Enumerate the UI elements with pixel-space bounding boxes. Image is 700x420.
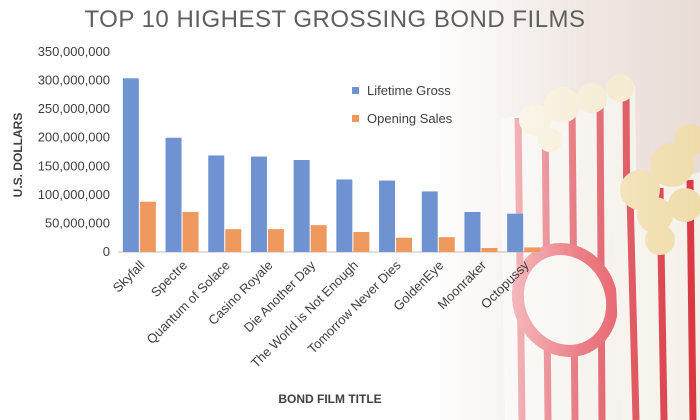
legend: Lifetime Gross Opening Sales bbox=[352, 76, 452, 132]
bar-lifetime-gross bbox=[293, 160, 310, 252]
y-tick-label: 0 bbox=[103, 244, 110, 259]
bar-lifetime-gross bbox=[464, 212, 481, 252]
bar-opening-sales bbox=[267, 229, 284, 252]
bar-lifetime-gross bbox=[208, 155, 225, 252]
legend-label-lifetime-gross: Lifetime Gross bbox=[367, 82, 451, 98]
bar-opening-sales bbox=[353, 232, 370, 252]
x-tick-label: Spectre bbox=[148, 258, 190, 300]
bar-opening-sales bbox=[481, 248, 498, 252]
bar-lifetime-gross bbox=[336, 179, 353, 252]
legend-swatch-lifetime-gross bbox=[352, 86, 359, 94]
legend-item-opening-sales: Opening Sales bbox=[352, 104, 452, 132]
y-tick-label: 300,000,000 bbox=[38, 73, 110, 88]
y-tick-label: 250,000,000 bbox=[38, 101, 110, 116]
x-tick-label: Skyfall bbox=[110, 257, 148, 295]
y-tick-label: 150,000,000 bbox=[38, 158, 110, 173]
legend-label-opening-sales: Opening Sales bbox=[367, 110, 453, 126]
bar-opening-sales bbox=[524, 247, 541, 252]
y-tick-label: 200,000,000 bbox=[38, 130, 110, 145]
bar-lifetime-gross bbox=[122, 78, 139, 253]
y-tick-label: 50,000,000 bbox=[45, 215, 110, 230]
legend-swatch-opening-sales bbox=[352, 114, 359, 122]
bar-opening-sales bbox=[310, 225, 327, 252]
bar-opening-sales bbox=[139, 201, 156, 252]
bar-opening-sales bbox=[182, 212, 199, 252]
bar-opening-sales bbox=[225, 229, 242, 252]
x-axis-label: BOND FILM TITLE bbox=[278, 392, 382, 406]
y-tick-label: 100,000,000 bbox=[38, 187, 110, 202]
bar-opening-sales bbox=[438, 237, 455, 252]
bar-opening-sales bbox=[396, 237, 413, 252]
bar-lifetime-gross bbox=[507, 213, 524, 252]
chart-title: TOP 10 HIGHEST GROSSING BOND FILMS bbox=[84, 6, 586, 33]
bar-lifetime-gross bbox=[165, 137, 182, 252]
legend-item-lifetime-gross: Lifetime Gross bbox=[352, 76, 452, 104]
y-tick-label: 350,000,000 bbox=[38, 44, 110, 59]
bar-lifetime-gross bbox=[421, 191, 438, 252]
bar-lifetime-gross bbox=[379, 180, 396, 252]
bar-lifetime-gross bbox=[250, 156, 267, 252]
